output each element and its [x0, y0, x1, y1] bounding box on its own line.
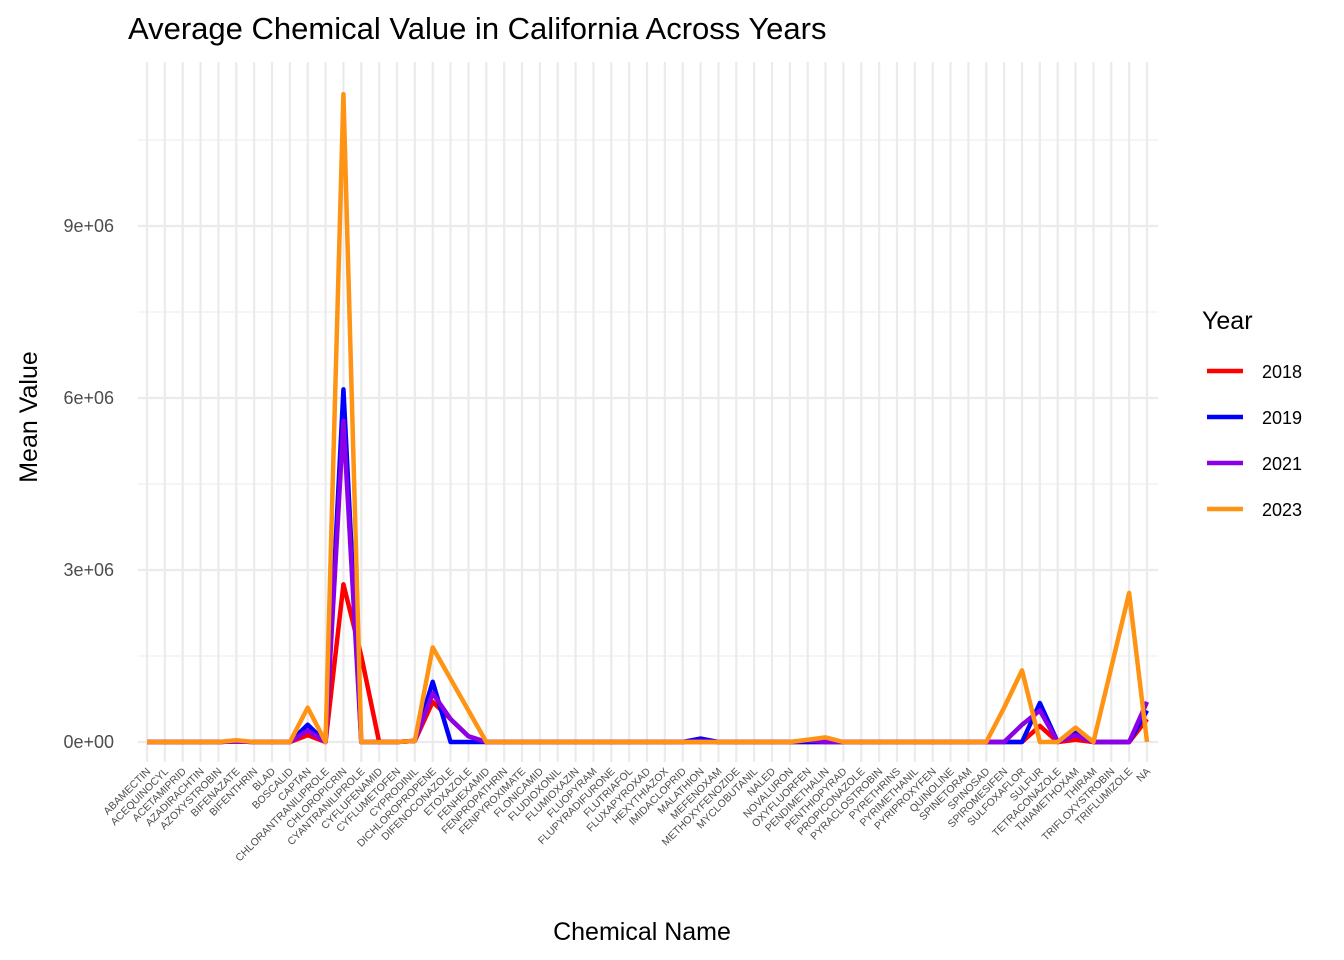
x-tick-label: NA [1134, 766, 1153, 785]
chart-title: Average Chemical Value in California Acr… [128, 11, 826, 46]
y-axis-title: Mean Value [15, 351, 43, 483]
x-tick-labels: ABAMECTINACEQUINOCYLACETAMIPRIDAZADIRACH… [101, 765, 1153, 864]
y-tick-label: 6e+06 [63, 388, 114, 408]
x-axis-title: Chemical Name [553, 918, 731, 946]
series-line-2023 [147, 91, 1150, 745]
legend: Year 2018 2019 2021 2023 [1202, 307, 1302, 520]
y-tick-label: 3e+06 [63, 560, 114, 580]
y-tick-label: 9e+06 [63, 216, 114, 236]
legend-label: 2021 [1262, 454, 1302, 474]
y-tick-labels: 0e+00 3e+06 6e+06 9e+06 [63, 216, 114, 752]
y-tick-label: 0e+00 [63, 732, 114, 752]
legend-label: 2023 [1262, 500, 1302, 520]
legend-label: 2018 [1262, 362, 1302, 382]
series-lines [147, 91, 1150, 745]
grid [138, 62, 1158, 762]
legend-title: Year [1202, 307, 1253, 335]
legend-label: 2019 [1262, 408, 1302, 428]
